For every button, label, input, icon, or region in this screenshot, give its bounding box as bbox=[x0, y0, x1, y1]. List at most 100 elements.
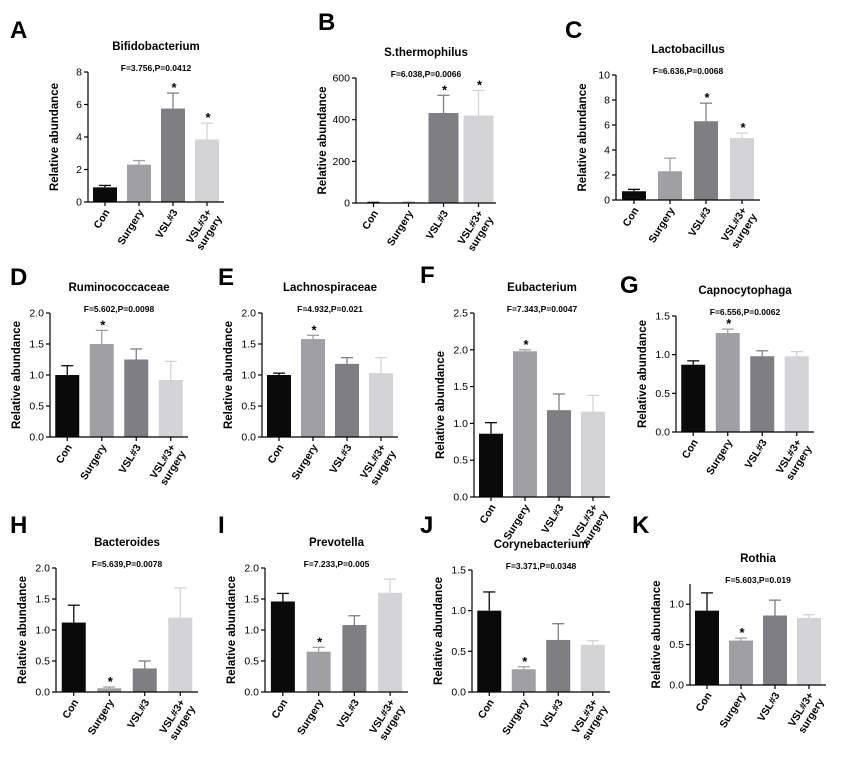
panel-c-bar-2 bbox=[694, 121, 718, 200]
panel-h-category-3: VSL#3+surgery bbox=[157, 697, 198, 743]
panel-h-stat: F=5.639,P=0.0078 bbox=[92, 559, 163, 569]
panel-a-category-3: VSL#3+surgery bbox=[184, 207, 225, 253]
panel-d-ytick-label-2: 1.0 bbox=[29, 370, 44, 382]
panel-e-bar-2 bbox=[335, 363, 359, 437]
panel-k-letter: K bbox=[632, 512, 650, 539]
panel-e: E Lachnospiraceae F=4.932,P=0.021 Relative … bbox=[218, 264, 399, 488]
panel-f-ytick-label-3: 1.5 bbox=[453, 381, 468, 393]
panel-i-ytick-label-3: 1.5 bbox=[244, 594, 259, 606]
panel-j-sig-1: * bbox=[522, 654, 528, 669]
panel-j-stat: F=3.371,P=0.0348 bbox=[506, 561, 577, 571]
panel-i-bar-1 bbox=[306, 651, 331, 692]
panel-h-bar-3 bbox=[168, 617, 193, 692]
panel-k-category-2: VSL#3 bbox=[755, 690, 782, 724]
panel-b-letter: B bbox=[318, 9, 335, 36]
panel-f-category-1: Surgery bbox=[501, 502, 532, 542]
panel-a-ylabel: Relative abundance bbox=[49, 83, 61, 191]
panel-a-bar-3 bbox=[195, 139, 219, 202]
panel-j-ytick-label-2: 1.0 bbox=[451, 605, 466, 617]
panel-d-bar-0 bbox=[55, 375, 80, 437]
panel-h-sig-1: * bbox=[108, 674, 114, 689]
panel-d-ytick-label-3: 1.5 bbox=[29, 339, 44, 351]
panel-c-ytick-label-5: 10 bbox=[598, 70, 610, 82]
panel-e-ytick-label-1: 0.5 bbox=[241, 401, 256, 413]
panel-a: A Bifidobacterium F=3.756,P=0.0412 Relative… bbox=[10, 17, 225, 253]
panel-a-bar-0 bbox=[93, 187, 117, 202]
panel-i-bar-0 bbox=[270, 601, 295, 692]
panel-c-ytick-label-1: 2 bbox=[604, 170, 610, 182]
panel-f-ytick-label-5: 2.5 bbox=[453, 308, 468, 320]
panel-g-bar-3 bbox=[784, 356, 809, 432]
panel-j-ytick-label-0: 0.0 bbox=[451, 687, 466, 699]
panel-e-ytick-label-4: 2.0 bbox=[241, 308, 256, 320]
panel-c-category-3: VSL#3+surgery bbox=[719, 205, 760, 251]
panel-d-bar-2 bbox=[124, 359, 149, 437]
panel-b-bar-2 bbox=[428, 113, 459, 203]
panel-e-category-3: VSL#3+surgery bbox=[358, 442, 399, 488]
panel-e-category-0: Con bbox=[266, 442, 287, 466]
panel-b-sig-3: * bbox=[477, 78, 483, 93]
panel-f-category-0: Con bbox=[478, 502, 499, 526]
panel-i-ytick-label-0: 0.0 bbox=[244, 687, 259, 699]
panel-f-ylabel: Relative abundance bbox=[435, 351, 447, 459]
panel-d-category-2: VSL#3 bbox=[117, 442, 144, 476]
panel-g-ytick-label-3: 1.5 bbox=[655, 311, 670, 323]
panel-g-ytick-label-1: 0.5 bbox=[655, 388, 670, 400]
panel-h-ytick-label-0: 0.0 bbox=[35, 687, 50, 699]
panel-k-stat: F=5.603,P=0.019 bbox=[725, 575, 791, 585]
panel-j-bar-3 bbox=[580, 644, 605, 692]
panel-e-ylabel: Relative abundance bbox=[223, 321, 235, 429]
panel-j-category-3: VSL#3+surgery bbox=[570, 697, 611, 743]
panel-j-bar-1 bbox=[511, 669, 536, 692]
panel-c-ytick-label-2: 4 bbox=[604, 145, 610, 157]
panel-e-bar-1 bbox=[301, 339, 325, 437]
panel-f-bar-2 bbox=[547, 410, 571, 497]
panel-h-category-0: Con bbox=[60, 697, 81, 721]
panel-g-ylabel: Relative abundance bbox=[637, 320, 649, 428]
panel-j-ytick-label-3: 1.5 bbox=[451, 565, 466, 577]
panel-j: J Corynebacterium F=3.371,P=0.0348 Relative… bbox=[420, 512, 611, 743]
panel-h-ytick-label-3: 1.5 bbox=[35, 594, 50, 606]
panel-j-bar-0 bbox=[477, 610, 502, 692]
panel-j-letter: J bbox=[420, 512, 433, 539]
panel-e-category-2: VSL#3 bbox=[327, 442, 354, 476]
panel-e-category-1: Surgery bbox=[289, 442, 320, 482]
panel-c-title: Lactobacillus bbox=[651, 44, 725, 56]
panel-g-category-3: VSL#3+surgery bbox=[774, 437, 815, 483]
panel-b-stat: F=6.038,P=0.0066 bbox=[391, 69, 462, 79]
panel-k-category-1: Surgery bbox=[717, 690, 748, 730]
panel-k-bar-0 bbox=[695, 610, 719, 685]
panel-h-category-2: VSL#3 bbox=[125, 697, 152, 731]
panel-i-ytick-label-4: 2.0 bbox=[244, 563, 259, 575]
panel-a-title: Bifidobacterium bbox=[112, 41, 200, 53]
panel-a-ytick-label-1: 2 bbox=[76, 164, 82, 176]
panel-d-ytick-label-0: 0.0 bbox=[29, 432, 44, 444]
panel-i-category-3: VSL#3+surgery bbox=[367, 697, 408, 743]
panel-f-ytick-label-0: 0.0 bbox=[453, 492, 468, 504]
panel-d-stat: F=5.602,P=0.0098 bbox=[84, 304, 155, 314]
panel-e-ytick-label-3: 1.5 bbox=[241, 339, 256, 351]
panel-a-stat: F=3.756,P=0.0412 bbox=[121, 63, 192, 73]
panel-g-ytick-label-0: 0.0 bbox=[655, 427, 670, 439]
panel-j-ylabel: Relative abundance bbox=[433, 577, 445, 685]
panel-k-bar-3 bbox=[797, 617, 821, 685]
panel-j-category-0: Con bbox=[476, 697, 497, 721]
panel-c-category-0: Con bbox=[621, 205, 642, 229]
panel-k-ytick-label-0: 0.0 bbox=[669, 680, 684, 692]
panel-k-title: Rothia bbox=[740, 553, 776, 565]
panel-a-category-1: Surgery bbox=[115, 207, 146, 247]
panel-d-ylabel: Relative abundance bbox=[11, 321, 23, 429]
panel-g-category-2: VSL#3 bbox=[743, 437, 770, 471]
panel-k-bar-2 bbox=[763, 615, 787, 685]
panel-d-title: Ruminococcaceae bbox=[69, 282, 170, 294]
panel-g-bar-2 bbox=[750, 356, 775, 432]
panel-e-ytick-label-0: 0.0 bbox=[241, 432, 256, 444]
panel-i-category-0: Con bbox=[269, 697, 290, 721]
panel-i-ytick-label-1: 0.5 bbox=[244, 656, 259, 668]
panel-a-letter: A bbox=[10, 17, 27, 44]
panel-f-bar-3 bbox=[581, 411, 605, 497]
panel-h-bar-0 bbox=[61, 622, 86, 692]
panel-i-bar-2 bbox=[342, 625, 367, 692]
panel-a-sig-3: * bbox=[205, 110, 211, 125]
